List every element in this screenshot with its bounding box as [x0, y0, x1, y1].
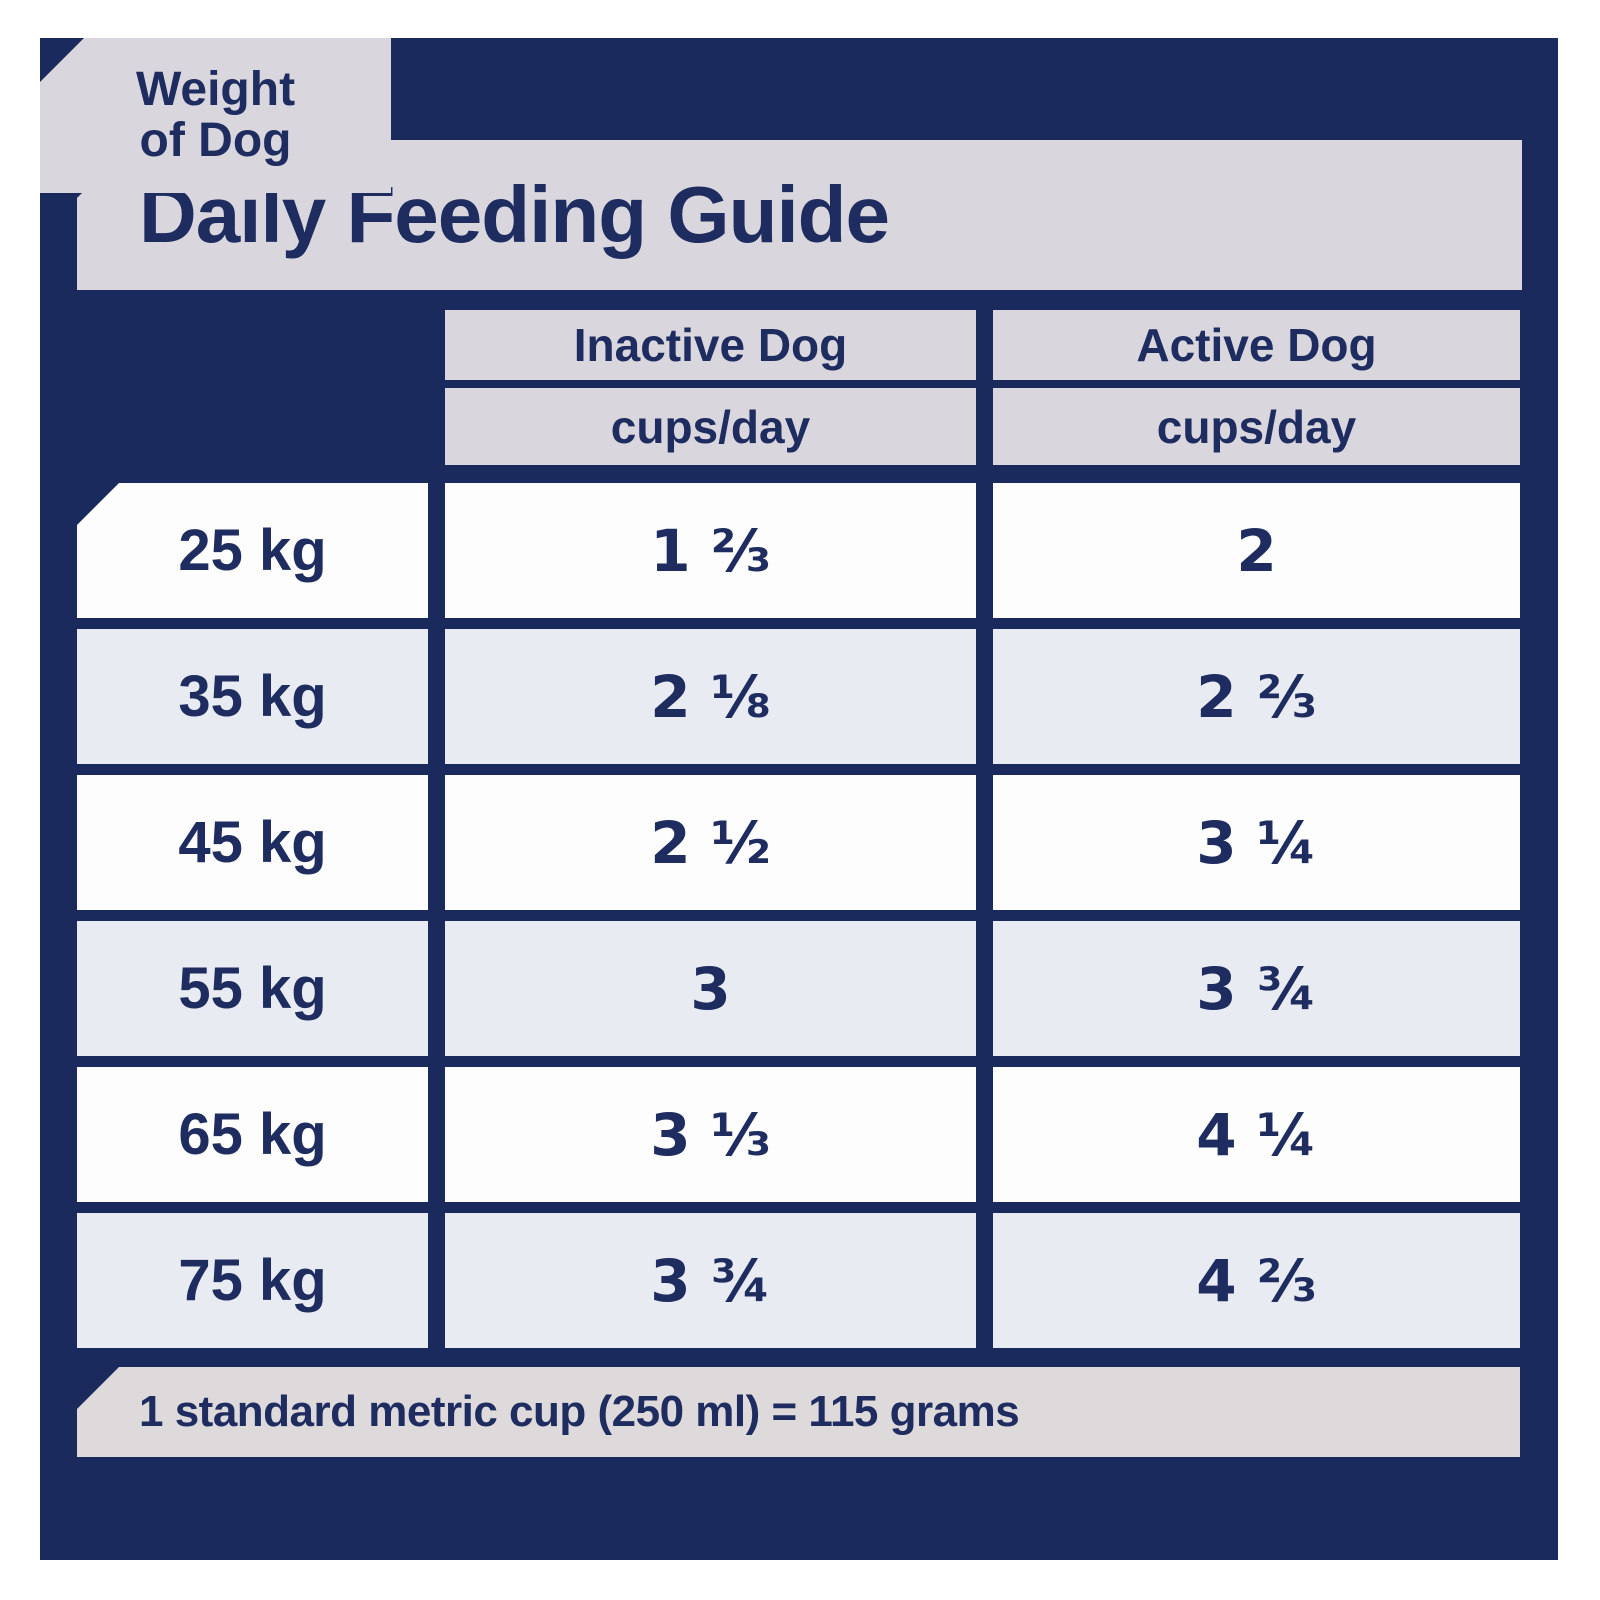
active-cups-value: 3 ¼	[1196, 808, 1317, 877]
table-row-active-cell: 3 ¾	[993, 921, 1520, 1056]
active-cups-value: 3 ¾	[1196, 954, 1317, 1023]
weight-value: 65 kg	[178, 1102, 327, 1167]
table-row-active-cell: 4 ⅔	[993, 1213, 1520, 1348]
inactive-cups-value: 3	[690, 954, 731, 1023]
header-weight-of-dog: Weight of Dog	[40, 38, 391, 193]
weight-value: 75 kg	[178, 1248, 327, 1313]
table-row-active-cell: 3 ¼	[993, 775, 1520, 910]
header-active-dog: Active Dog cups/day	[993, 310, 1520, 465]
header-weight-line2: of Dog	[139, 113, 292, 167]
table-row-weight-cell: 65 kg	[77, 1067, 428, 1202]
header-active-dog-label: Active Dog	[993, 310, 1520, 380]
header-inactive-dog-label: Inactive Dog	[445, 310, 976, 380]
table-row-weight-cell: 35 kg	[77, 629, 428, 764]
title-band: Daily Feeding Guide	[77, 140, 1522, 290]
weight-value: 35 kg	[178, 664, 327, 729]
header-divider	[993, 380, 1520, 388]
header-active-dog-unit: cups/day	[993, 388, 1520, 465]
table-row-inactive-cell: 1 ⅔	[445, 483, 976, 618]
weight-value: 45 kg	[178, 810, 327, 875]
table-row-active-cell: 2 ⅔	[993, 629, 1520, 764]
active-cups-value: 4 ¼	[1196, 1100, 1317, 1169]
footnote-band: 1 standard metric cup (250 ml) = 115 gra…	[77, 1367, 1520, 1457]
inactive-cups-value: 3 ¾	[650, 1246, 771, 1315]
footnote-text: 1 standard metric cup (250 ml) = 115 gra…	[139, 1387, 1020, 1436]
table-row-inactive-cell: 3 ⅓	[445, 1067, 976, 1202]
weight-value: 55 kg	[178, 956, 327, 1021]
header-weight-of-dog-label: Weight of Dog	[135, 62, 296, 167]
header-weight-line1: Weight	[135, 62, 296, 116]
table-row-weight-cell: 55 kg	[77, 921, 428, 1056]
table-row-weight-cell: 45 kg	[77, 775, 428, 910]
active-cups-value: 2	[1236, 516, 1277, 585]
table-row-weight-cell: 25 kg	[77, 483, 428, 618]
weight-value: 25 kg	[178, 518, 327, 583]
table-row-weight-cell: 75 kg	[77, 1213, 428, 1348]
feeding-guide-panel: Daily Feeding Guide Weight of Dog Inacti…	[40, 38, 1558, 1560]
table-row-inactive-cell: 3	[445, 921, 976, 1056]
header-inactive-dog-unit: cups/day	[445, 388, 976, 465]
table-row-inactive-cell: 2 ½	[445, 775, 976, 910]
active-cups-value: 2 ⅔	[1196, 662, 1317, 731]
header-inactive-dog: Inactive Dog cups/day	[445, 310, 976, 465]
active-cups-value: 4 ⅔	[1196, 1246, 1317, 1315]
inactive-cups-value: 1 ⅔	[650, 516, 771, 585]
inactive-cups-value: 3 ⅓	[650, 1100, 771, 1169]
inactive-cups-value: 2 ⅛	[650, 662, 771, 731]
inactive-cups-value: 2 ½	[650, 808, 771, 877]
table-row-inactive-cell: 2 ⅛	[445, 629, 976, 764]
header-divider	[445, 380, 976, 388]
table-row-inactive-cell: 3 ¾	[445, 1213, 976, 1348]
table-row-active-cell: 2	[993, 483, 1520, 618]
table-row-active-cell: 4 ¼	[993, 1067, 1520, 1202]
